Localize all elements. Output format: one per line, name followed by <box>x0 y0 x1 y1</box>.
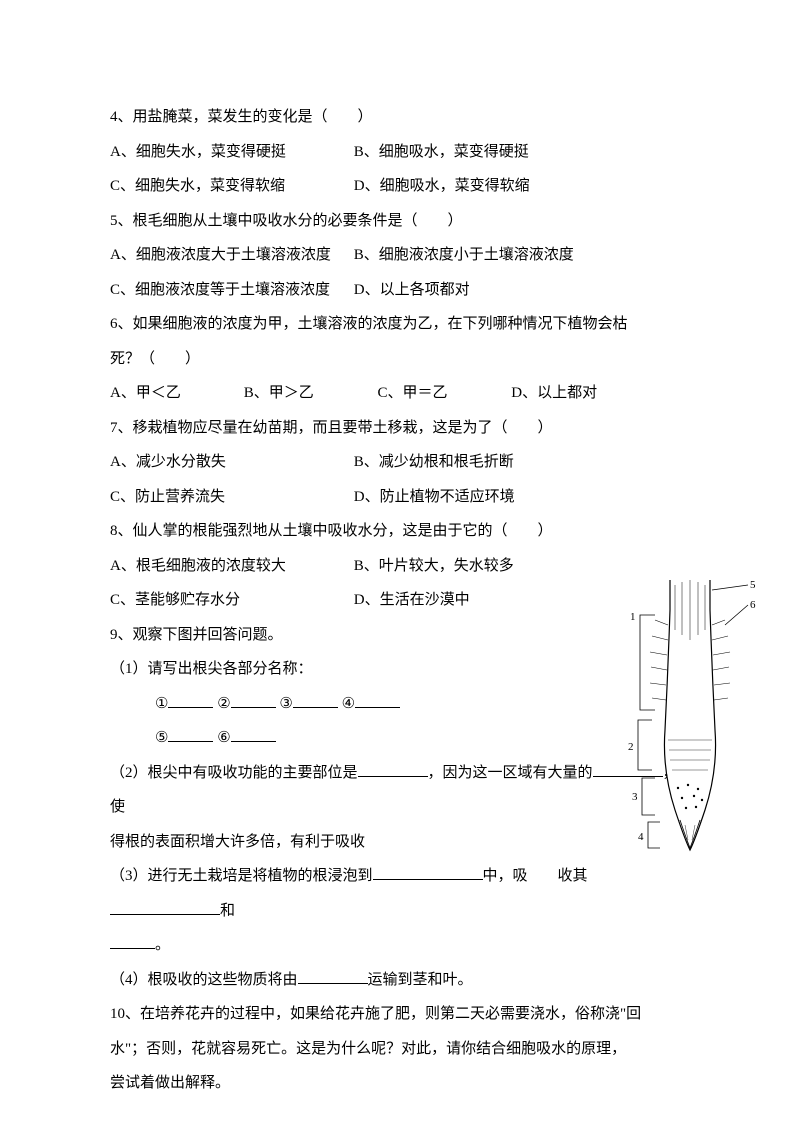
q9-sub3a: （3）进行无土栽培是将植物的根浸泡到 <box>110 868 373 884</box>
diagram-label-6: 6 <box>750 599 756 611</box>
diagram-label-5: 5 <box>750 579 756 591</box>
q7-opt-c: C、防止营养流失 <box>110 480 350 515</box>
q7-opts-cd: C、防止营养流失 D、防止植物不适应环境 <box>110 480 690 515</box>
q9-sub3b: 中，吸 收其 <box>483 868 588 884</box>
q9-n1: ① <box>155 696 168 712</box>
q8-opts-cd: C、茎能够贮存水分 D、生活在沙漠中 <box>110 583 690 618</box>
q9-text: 9、观察下图并回答问题。 <box>110 618 690 653</box>
q9-sub3d: 。 <box>155 937 170 953</box>
q4-opt-d: D、细胞吸水，菜变得软缩 <box>354 169 594 204</box>
diagram-label-4: 4 <box>638 831 644 843</box>
q5-text: 5、根毛细胞从土壤中吸收水分的必要条件是（ ） <box>110 204 690 239</box>
blank-input[interactable] <box>373 865 483 880</box>
q10-line3: 尝试着做出解释。 <box>110 1066 690 1101</box>
q7-opt-a: A、减少水分散失 <box>110 445 350 480</box>
blank-input[interactable] <box>231 693 276 708</box>
q5-opt-b: B、细胞液浓度小于土壤溶液浓度 <box>354 238 594 273</box>
diagram-label-1: 1 <box>630 611 636 623</box>
q9-n5: ⑤ <box>155 730 168 746</box>
q9-n6: ⑥ <box>217 730 230 746</box>
q9-sub3-line2: 。 <box>110 928 690 963</box>
q4-opt-b: B、细胞吸水，菜变得硬挺 <box>354 135 594 170</box>
root-tip-diagram: 1 2 3 4 5 6 <box>620 570 760 860</box>
q5-opts-ab: A、细胞液浓度大于土壤溶液浓度 B、细胞液浓度小于土壤溶液浓度 <box>110 238 690 273</box>
q8-opt-d: D、生活在沙漠中 <box>354 583 594 618</box>
q7-opts-ab: A、减少水分散失 B、减少幼根和根毛折断 <box>110 445 690 480</box>
q9-blanks-row1: ① ② ③ ④ <box>110 687 690 722</box>
q5-opts-cd: C、细胞液浓度等于土壤溶液浓度 D、以上各项都对 <box>110 273 690 308</box>
q9-n3: ③ <box>279 696 292 712</box>
blank-input[interactable] <box>358 762 428 777</box>
q9-sub3c: 和 <box>220 903 235 919</box>
diagram-label-2: 2 <box>628 741 634 753</box>
q5-opt-d: D、以上各项都对 <box>354 273 594 308</box>
q6-text2: 死？（ ） <box>110 342 690 377</box>
q9-n4: ④ <box>342 696 355 712</box>
q9-sub2a: （2）根尖中有吸收功能的主要部位是 <box>110 765 358 781</box>
q9-sub4b: 运输到茎和叶。 <box>368 972 473 988</box>
q9-sub2-line2: 得根的表面积增大许多倍，有利于吸收 <box>110 825 690 860</box>
q6-opt-c: C、甲＝乙 <box>378 376 508 411</box>
q8-opt-b: B、叶片较大，失水较多 <box>354 549 594 584</box>
blank-input[interactable] <box>168 693 213 708</box>
q6-opts: A、甲＜乙 B、甲＞乙 C、甲＝乙 D、以上都对 <box>110 376 690 411</box>
q5-opt-a: A、细胞液浓度大于土壤溶液浓度 <box>110 238 350 273</box>
q7-text: 7、移栽植物应尽量在幼苗期，而且要带土移栽，这是为了（ ） <box>110 411 690 446</box>
q4-opts-ab: A、细胞失水，菜变得硬挺 B、细胞吸水，菜变得硬挺 <box>110 135 690 170</box>
q6-opt-b: B、甲＞乙 <box>244 376 374 411</box>
q6-opt-a: A、甲＜乙 <box>110 376 240 411</box>
q9-sub4: （4）根吸收的这些物质将由 运输到茎和叶。 <box>110 963 690 998</box>
blank-input[interactable] <box>355 693 400 708</box>
blank-input[interactable] <box>110 900 220 915</box>
q10-line1: 10、在培养花卉的过程中，如果给花卉施了肥，则第二天必需要浇水，俗称浇"回 <box>110 997 690 1032</box>
diagram-label-3: 3 <box>632 791 638 803</box>
q9-sub4a: （4）根吸收的这些物质将由 <box>110 972 298 988</box>
q8-opt-a: A、根毛细胞液的浓度较大 <box>110 549 350 584</box>
q4-opt-a: A、细胞失水，菜变得硬挺 <box>110 135 350 170</box>
q8-opt-c: C、茎能够贮存水分 <box>110 583 350 618</box>
blank-input[interactable] <box>168 727 213 742</box>
blank-input[interactable] <box>293 693 338 708</box>
q9-sub3-line1: （3）进行无土栽培是将植物的根浸泡到 中，吸 收其和 <box>110 859 690 928</box>
q10-line2: 水"；否则，花就容易死亡。这是为什么呢？对此，请你结合细胞吸水的原理， <box>110 1032 690 1067</box>
q4-opts-cd: C、细胞失水，菜变得软缩 D、细胞吸水，菜变得软缩 <box>110 169 690 204</box>
q9-sub2b: ，因为这一区域有大量的 <box>428 765 593 781</box>
q4-opt-c: C、细胞失水，菜变得软缩 <box>110 169 350 204</box>
q8-opts-ab: A、根毛细胞液的浓度较大 B、叶片较大，失水较多 <box>110 549 690 584</box>
q6-text1: 6、如果细胞液的浓度为甲，土壤溶液的浓度为乙，在下列哪种情况下植物会枯 <box>110 307 690 342</box>
blank-input[interactable] <box>298 969 368 984</box>
q9-blanks-row2: ⑤ ⑥ <box>110 721 690 756</box>
q6-opt-d: D、以上都对 <box>511 376 641 411</box>
q7-opt-d: D、防止植物不适应环境 <box>354 480 594 515</box>
q9-sub1: （1）请写出根尖各部分名称： <box>110 652 690 687</box>
q9-sub2-line1: （2）根尖中有吸收功能的主要部位是，因为这一区域有大量的，使 <box>110 756 690 825</box>
blank-input[interactable] <box>110 934 155 949</box>
q7-opt-b: B、减少幼根和根毛折断 <box>354 445 594 480</box>
blank-input[interactable] <box>231 727 276 742</box>
q4-text: 4、用盐腌菜，菜发生的变化是（ ） <box>110 100 690 135</box>
q5-opt-c: C、细胞液浓度等于土壤溶液浓度 <box>110 273 350 308</box>
q8-text: 8、仙人掌的根能强烈地从土壤中吸收水分，这是由于它的（ ） <box>110 514 690 549</box>
q9-n2: ② <box>217 696 230 712</box>
